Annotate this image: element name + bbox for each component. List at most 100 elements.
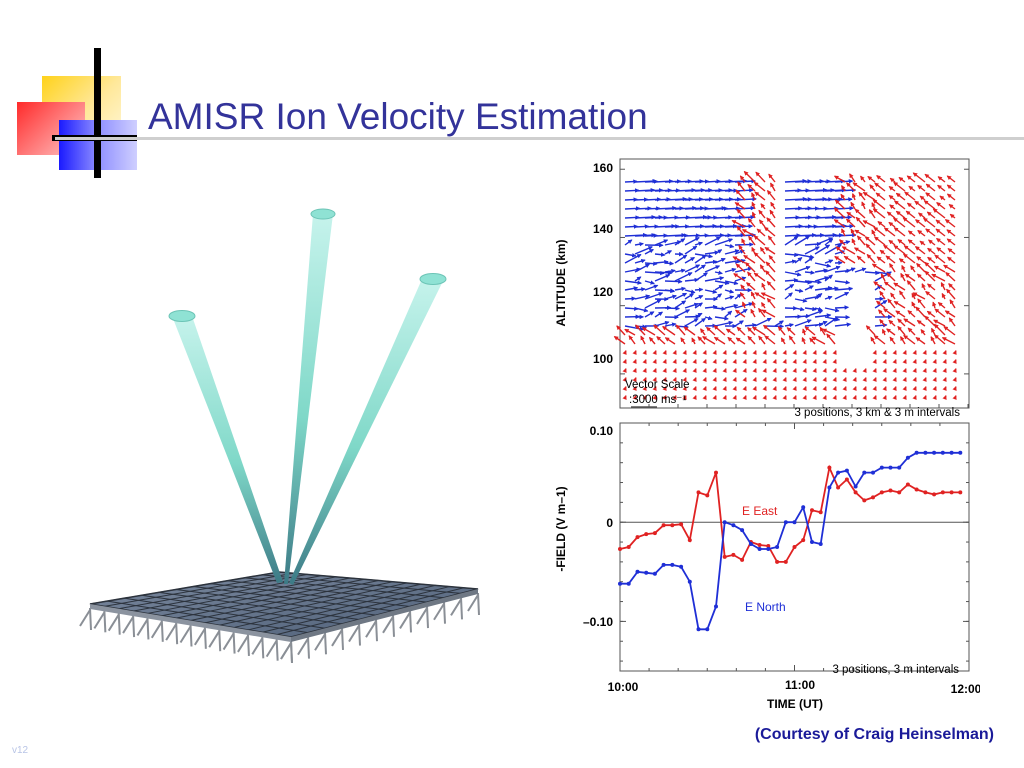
series-point — [644, 532, 649, 537]
velocity-vector — [692, 395, 697, 400]
velocity-vector — [624, 328, 636, 336]
velocity-vector — [769, 182, 776, 192]
velocity-vector — [750, 291, 756, 300]
velocity-vector — [682, 395, 687, 400]
velocity-vector — [873, 335, 886, 345]
velocity-vector — [814, 262, 832, 268]
velocity-vector — [804, 309, 824, 318]
series-point — [853, 484, 858, 489]
velocity-vector — [946, 288, 956, 300]
velocity-vector — [792, 377, 797, 382]
velocity-vector — [758, 209, 766, 219]
velocity-vector — [877, 221, 886, 228]
series-point — [810, 540, 814, 544]
velocity-vector — [704, 289, 718, 294]
velocity-vector — [862, 386, 867, 391]
velocity-vector — [856, 235, 866, 246]
series-point — [836, 485, 841, 490]
velocity-vector — [902, 377, 907, 382]
velocity-vector — [712, 359, 717, 364]
velocity-vector — [937, 184, 946, 192]
velocity-vector — [899, 290, 906, 300]
velocity-vector — [832, 368, 837, 373]
velocity-vector — [834, 199, 846, 210]
velocity-vector — [812, 386, 817, 391]
velocity-vector — [916, 262, 926, 273]
velocity-vector — [777, 326, 786, 336]
velocity-vector — [854, 229, 866, 237]
velocity-vector — [892, 395, 897, 400]
velocity-vector — [694, 287, 704, 292]
velocity-vector — [886, 328, 896, 336]
series-point — [652, 571, 657, 576]
velocity-vector — [640, 335, 646, 345]
velocity-vector — [853, 247, 866, 255]
velocity-vector — [812, 350, 817, 355]
velocity-vector — [664, 261, 675, 266]
velocity-vector — [936, 237, 946, 246]
velocity-vector — [664, 288, 676, 294]
velocity-vector — [872, 199, 886, 210]
velocity-vector — [936, 202, 946, 210]
velocity-vector — [632, 359, 637, 364]
velocity-vector — [912, 395, 917, 400]
velocity-vector — [662, 386, 667, 391]
velocity-vector — [832, 350, 837, 355]
velocity-vector — [844, 267, 856, 273]
velocity-vector — [761, 309, 776, 318]
series-point — [775, 545, 780, 549]
velocity-vector — [692, 350, 697, 355]
velocity-vector — [732, 395, 737, 400]
velocity-vector — [753, 235, 766, 246]
velocity-vector — [882, 377, 887, 382]
velocity-vector — [634, 307, 649, 313]
velocity-vector — [722, 350, 727, 355]
velocity-vector — [861, 201, 866, 210]
line-xtick-label: 12:00 — [951, 682, 980, 696]
velocity-vector — [873, 226, 886, 237]
velocity-vector — [943, 264, 956, 273]
velocity-vector — [928, 239, 936, 246]
velocity-vector — [694, 272, 708, 282]
velocity-vector — [939, 195, 946, 201]
velocity-vector — [850, 201, 856, 210]
velocity-vector — [814, 313, 832, 318]
velocity-vector — [933, 319, 946, 327]
velocity-vector — [794, 319, 812, 327]
velocity-vector — [756, 228, 766, 237]
velocity-vector — [860, 175, 866, 183]
velocity-vector — [948, 203, 956, 210]
velocity-vector — [692, 368, 697, 373]
velocity-vector — [744, 322, 757, 328]
velocity-vector — [834, 291, 850, 300]
series-point — [714, 470, 718, 475]
velocity-vector — [784, 322, 794, 328]
velocity-vector — [753, 181, 766, 192]
velocity-vector — [893, 300, 906, 309]
velocity-vector — [893, 181, 906, 192]
velocity-vector — [765, 261, 776, 273]
series-point — [958, 450, 963, 455]
velocity-vector — [937, 176, 946, 183]
velocity-vector — [712, 377, 717, 382]
velocity-vector — [624, 325, 645, 332]
velocity-vector — [812, 359, 817, 364]
velocity-vector — [751, 326, 766, 336]
series-point — [905, 482, 910, 487]
velocity-vector — [843, 255, 856, 264]
series-point — [949, 490, 954, 495]
velocity-vector — [700, 328, 706, 336]
velocity-vector — [664, 268, 676, 274]
velocity-vector — [714, 280, 730, 286]
vector-field-chart: 160 140 120 100 ALTITUDE (km) Vector Sca… — [554, 158, 970, 419]
velocity-vector — [706, 326, 716, 336]
velocity-vector — [942, 350, 947, 355]
velocity-vector — [784, 292, 793, 300]
velocity-vector — [812, 377, 817, 382]
velocity-vector — [682, 350, 687, 355]
velocity-vector — [766, 297, 776, 309]
velocity-vector — [632, 395, 637, 400]
velocity-vector — [758, 335, 766, 345]
velocity-vector — [852, 368, 857, 373]
series-line — [619, 464, 961, 563]
